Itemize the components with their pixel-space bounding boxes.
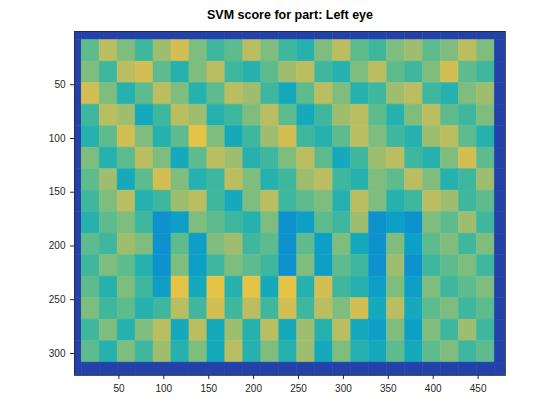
svg-text:400: 400: [425, 383, 442, 394]
svg-text:SVM score for part: Left eye: SVM score for part: Left eye: [207, 8, 373, 22]
svg-text:250: 250: [290, 383, 307, 394]
svg-text:50: 50: [54, 79, 66, 90]
svg-text:300: 300: [49, 348, 66, 359]
svg-text:100: 100: [49, 133, 66, 144]
svg-text:150: 150: [200, 383, 217, 394]
svg-text:100: 100: [155, 383, 172, 394]
svg-text:150: 150: [49, 186, 66, 197]
svg-text:350: 350: [380, 383, 397, 394]
svg-text:200: 200: [49, 240, 66, 251]
svg-text:450: 450: [470, 383, 487, 394]
svg-text:50: 50: [113, 383, 125, 394]
svg-text:200: 200: [245, 383, 262, 394]
svg-text:250: 250: [49, 294, 66, 305]
svg-text:300: 300: [335, 383, 352, 394]
